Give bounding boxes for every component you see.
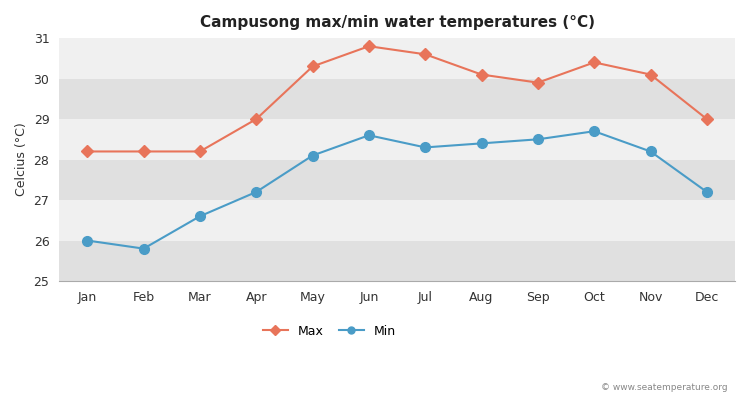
Bar xyxy=(59,240,735,281)
Y-axis label: Celcius (°C): Celcius (°C) xyxy=(15,123,28,196)
Bar xyxy=(59,160,735,200)
Bar xyxy=(59,119,735,160)
Bar xyxy=(59,200,735,240)
Text: © www.seatemperature.org: © www.seatemperature.org xyxy=(601,383,728,392)
Legend: Max, Min: Max, Min xyxy=(258,320,401,343)
Bar xyxy=(59,78,735,119)
Title: Campusong max/min water temperatures (°C): Campusong max/min water temperatures (°C… xyxy=(200,15,595,30)
Bar xyxy=(59,38,735,78)
